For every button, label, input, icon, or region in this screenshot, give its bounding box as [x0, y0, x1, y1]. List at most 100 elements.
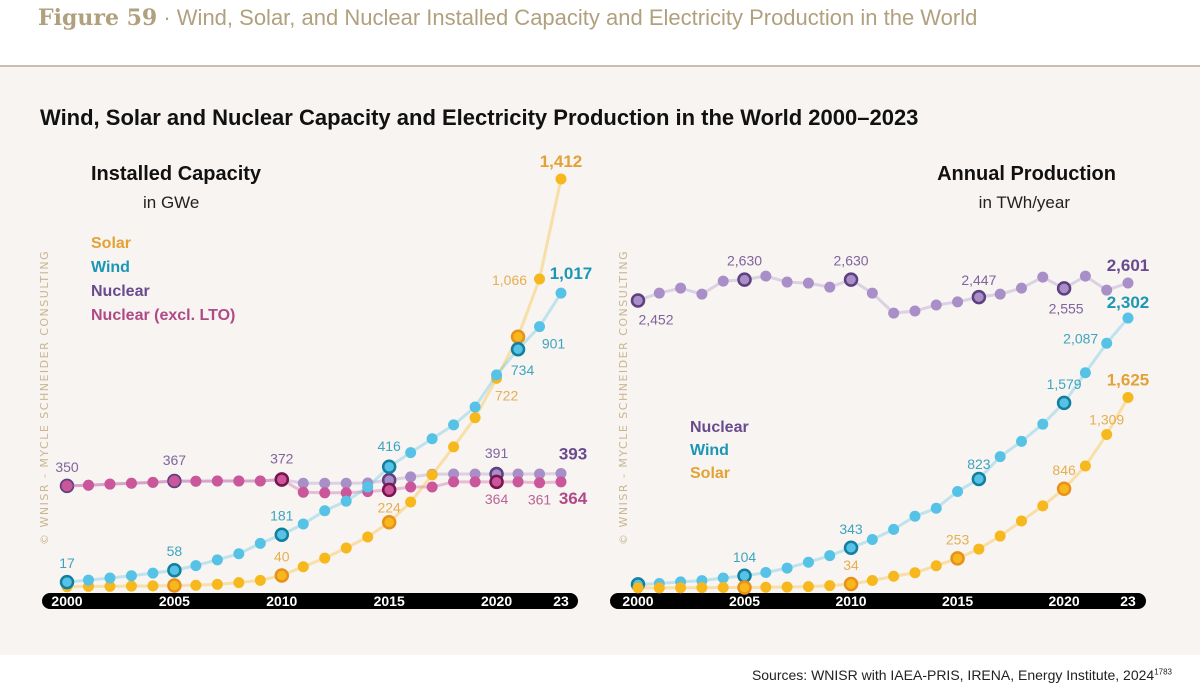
data-point — [994, 530, 1006, 542]
data-point — [211, 578, 223, 590]
data-point — [381, 459, 397, 475]
data-point — [405, 481, 417, 493]
data-label: 350 — [55, 459, 79, 475]
right-unit: in TWh/year — [979, 193, 1071, 212]
data-point — [489, 474, 504, 490]
x-axis-bar — [610, 593, 1146, 609]
data-label: 2,601 — [1107, 256, 1150, 275]
data-point — [469, 476, 481, 488]
data-label: 1,066 — [492, 272, 527, 288]
watermark-left: © WNISR - MYCLE SCHNEIDER CONSULTING — [38, 250, 51, 545]
data-point — [82, 574, 94, 586]
legend-nuclear-excl-lto: Nuclear (excl. LTO) — [91, 307, 235, 324]
data-label: 2,447 — [961, 272, 996, 288]
data-point — [147, 567, 159, 579]
data-point — [952, 485, 964, 497]
data-point — [1037, 418, 1049, 430]
data-point — [1122, 312, 1134, 324]
data-point — [1056, 481, 1072, 497]
data-label: 2,630 — [834, 253, 869, 269]
figure-caption-text: Wind, Solar, and Nuclear Installed Capac… — [176, 5, 978, 30]
data-point — [340, 487, 352, 499]
legend-nuclear: Nuclear — [91, 283, 150, 300]
data-point — [866, 574, 878, 586]
data-point — [167, 562, 182, 578]
data-point — [1122, 277, 1134, 289]
data-point — [297, 477, 309, 489]
data-point — [737, 580, 752, 595]
data-point — [888, 570, 900, 582]
left-subtitle: Installed Capacity — [91, 163, 262, 185]
data-point — [843, 540, 859, 556]
chart-title: Wind, Solar and Nuclear Capacity and Ele… — [40, 105, 918, 130]
data-label: 2,630 — [727, 253, 762, 269]
x-tick-label: 2005 — [729, 593, 760, 609]
data-point — [555, 476, 567, 488]
data-point — [737, 272, 752, 287]
legend-wind: Wind — [690, 442, 729, 459]
data-point — [930, 502, 942, 514]
data-point — [469, 401, 481, 413]
data-point — [973, 543, 985, 555]
data-point — [824, 580, 836, 592]
data-point — [319, 505, 331, 517]
data-point — [274, 568, 290, 583]
x-tick-label: 23 — [553, 593, 569, 609]
data-point — [1056, 395, 1072, 411]
data-label: 58 — [167, 543, 183, 559]
data-point — [59, 574, 75, 590]
legend-solar: Solar — [91, 235, 131, 252]
data-point — [1079, 367, 1091, 379]
data-point — [653, 582, 665, 594]
data-point — [147, 580, 159, 592]
data-point — [319, 487, 331, 499]
data-point — [930, 560, 942, 572]
series-wind — [630, 312, 1134, 592]
data-point — [994, 288, 1006, 300]
x-tick-label: 2020 — [1049, 593, 1080, 609]
data-label: 391 — [485, 445, 509, 461]
data-point — [802, 277, 814, 289]
data-label: 1,579 — [1047, 376, 1082, 392]
data-point — [824, 550, 836, 562]
data-point — [469, 412, 481, 424]
data-point — [254, 537, 266, 549]
data-point — [190, 560, 202, 572]
data-label: 2,555 — [1049, 300, 1084, 316]
data-point — [1122, 391, 1134, 403]
data-label: 1,625 — [1107, 370, 1150, 389]
data-point — [274, 527, 290, 542]
figure-caption: Figure 59 · Wind, Solar, and Nuclear Ins… — [38, 5, 977, 31]
series-line — [66, 292, 563, 584]
x-tick-label: 2000 — [51, 593, 82, 609]
data-point — [653, 287, 665, 299]
data-point — [381, 515, 397, 530]
data-label: 901 — [542, 336, 566, 352]
data-point — [534, 477, 546, 489]
data-point — [1015, 435, 1027, 447]
data-label: 846 — [1052, 462, 1076, 478]
data-point — [448, 468, 460, 480]
data-point — [866, 287, 878, 299]
data-point — [381, 482, 397, 498]
data-label: 1,309 — [1089, 412, 1124, 428]
data-point — [675, 582, 687, 594]
data-point — [512, 468, 524, 480]
data-point — [952, 296, 964, 308]
data-point — [254, 574, 266, 586]
data-label: 2,302 — [1107, 293, 1150, 312]
capacity-chart: 2000 2005 2010 2015 2020 23 Solar Wind Nuclear Nu… — [42, 152, 592, 609]
data-label: 40 — [274, 548, 290, 564]
data-point — [405, 496, 417, 508]
data-label: 253 — [946, 531, 970, 547]
data-point — [190, 579, 202, 591]
chart-panel — [0, 67, 1200, 655]
data-label: 104 — [733, 549, 757, 565]
data-point — [930, 299, 942, 311]
data-point — [491, 369, 503, 381]
data-point — [211, 554, 223, 566]
x-tick-label: 2015 — [942, 593, 973, 609]
data-point — [61, 480, 73, 492]
right-subtitle: Annual Production — [937, 163, 1116, 185]
